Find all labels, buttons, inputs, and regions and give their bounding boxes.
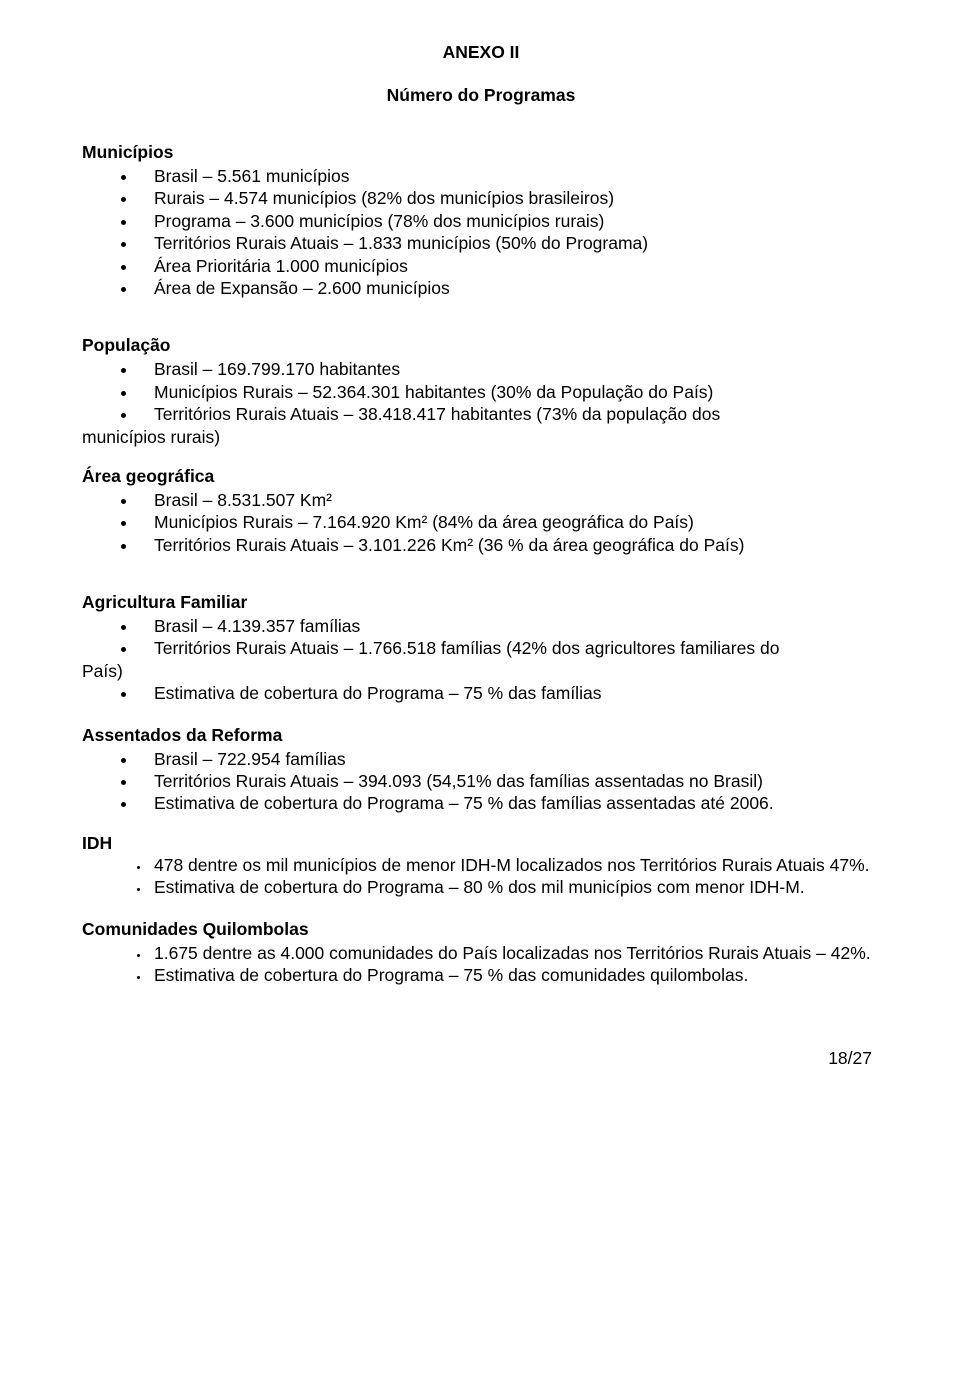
list-item: Estimativa de cobertura do Programa – 80… — [150, 876, 880, 898]
agricultura-list: Brasil – 4.139.357 famílias Territórios … — [82, 615, 880, 660]
document-page: ANEXO II Número do Programas Municípios … — [0, 0, 960, 1099]
agricultura-list-2: Estimativa de cobertura do Programa – 75… — [82, 682, 880, 704]
list-item: Municípios Rurais – 52.364.301 habitante… — [138, 381, 880, 403]
anexo-title: ANEXO II — [82, 42, 880, 63]
page-number: 18/27 — [82, 1048, 880, 1069]
list-item: Territórios Rurais Atuais – 38.418.417 h… — [138, 403, 880, 425]
list-item: Área de Expansão – 2.600 municípios — [138, 277, 880, 299]
assentados-heading: Assentados da Reforma — [82, 725, 880, 746]
list-item: Programa – 3.600 municípios (78% dos mun… — [138, 210, 880, 232]
populacao-trailing: municípios rurais) — [82, 426, 880, 448]
list-item: Brasil – 8.531.507 Km² — [138, 489, 880, 511]
list-item: Estimativa de cobertura do Programa – 75… — [150, 964, 880, 986]
list-item: Territórios Rurais Atuais – 394.093 (54,… — [138, 770, 880, 792]
list-item: Municípios Rurais – 7.164.920 Km² (84% d… — [138, 511, 880, 533]
list-item: Área Prioritária 1.000 municípios — [138, 255, 880, 277]
quilombolas-list: 1.675 dentre as 4.000 comunidades do Paí… — [82, 942, 880, 987]
populacao-heading: População — [82, 335, 880, 356]
list-item: Brasil – 169.799.170 habitantes — [138, 358, 880, 380]
idh-heading: IDH — [82, 833, 880, 854]
list-item: Territórios Rurais Atuais – 1.833 municí… — [138, 232, 880, 254]
list-item: 1.675 dentre as 4.000 comunidades do Paí… — [150, 942, 880, 964]
list-item: Territórios Rurais Atuais – 1.766.518 fa… — [138, 637, 880, 659]
subtitle: Número do Programas — [82, 85, 880, 106]
idh-list: 478 dentre os mil municípios de menor ID… — [82, 854, 880, 899]
agricultura-heading: Agricultura Familiar — [82, 592, 880, 613]
list-item: Territórios Rurais Atuais – 3.101.226 Km… — [138, 534, 880, 556]
list-item: Estimativa de cobertura do Programa – 75… — [138, 682, 880, 704]
populacao-list: Brasil – 169.799.170 habitantes Municípi… — [82, 358, 880, 425]
list-item: Rurais – 4.574 municípios (82% dos munic… — [138, 187, 880, 209]
area-list: Brasil – 8.531.507 Km² Municípios Rurais… — [82, 489, 880, 556]
list-item: Brasil – 5.561 municípios — [138, 165, 880, 187]
area-heading: Área geográfica — [82, 466, 880, 487]
municipios-list: Brasil – 5.561 municípios Rurais – 4.574… — [82, 165, 880, 299]
list-item: Brasil – 722.954 famílias — [138, 748, 880, 770]
assentados-list: Brasil – 722.954 famílias Territórios Ru… — [82, 748, 880, 815]
list-item: 478 dentre os mil municípios de menor ID… — [150, 854, 880, 876]
municipios-heading: Municípios — [82, 142, 880, 163]
list-item: Estimativa de cobertura do Programa – 75… — [138, 792, 880, 814]
list-item: Brasil – 4.139.357 famílias — [138, 615, 880, 637]
quilombolas-heading: Comunidades Quilombolas — [82, 919, 880, 940]
agricultura-trailing: País) — [82, 660, 880, 682]
